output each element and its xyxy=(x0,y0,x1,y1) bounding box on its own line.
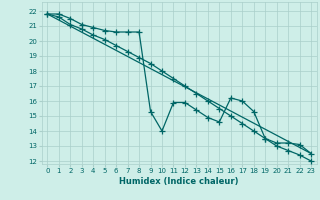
X-axis label: Humidex (Indice chaleur): Humidex (Indice chaleur) xyxy=(119,177,239,186)
